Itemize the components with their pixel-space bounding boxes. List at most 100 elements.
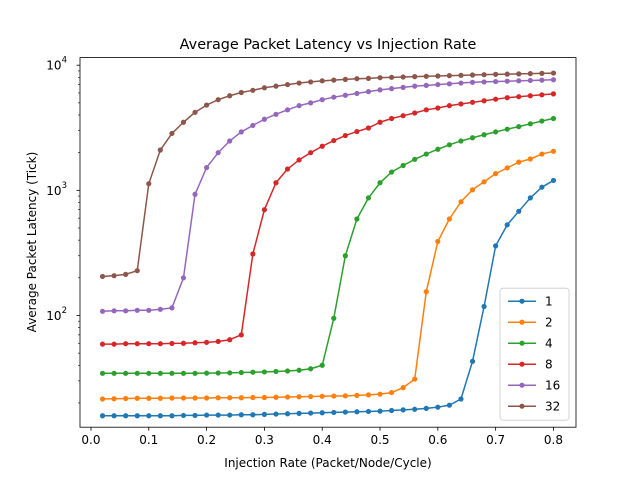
- data-point: [331, 393, 337, 399]
- data-point: [539, 92, 545, 98]
- data-point: [388, 389, 395, 396]
- data-point: [238, 89, 244, 96]
- data-point: [192, 340, 198, 346]
- data-point: [215, 150, 221, 156]
- data-point: [550, 148, 557, 154]
- data-point: [238, 412, 244, 418]
- data-point: [516, 124, 522, 130]
- data-point: [412, 156, 418, 162]
- data-point: [99, 273, 106, 280]
- data-point: [377, 180, 383, 186]
- data-point: [319, 410, 325, 416]
- data-point: [527, 77, 533, 84]
- data-point: [273, 368, 279, 375]
- data-point: [296, 367, 302, 373]
- data-point: [146, 181, 152, 187]
- data-point: [123, 370, 129, 376]
- data-point: [192, 395, 198, 401]
- data-point: [261, 116, 268, 122]
- data-point: [469, 135, 476, 141]
- data-point: [481, 132, 487, 138]
- data-point: [238, 395, 244, 401]
- data-point: [342, 92, 348, 98]
- data-point: [111, 273, 117, 279]
- data-point: [296, 80, 302, 86]
- data-point: [146, 395, 152, 401]
- series-line-8: [102, 93, 554, 345]
- data-point: [331, 137, 337, 144]
- series-line-1: [102, 179, 554, 417]
- y-tick-label: 104: [46, 56, 67, 73]
- data-point: [400, 385, 406, 391]
- data-point: [284, 411, 291, 417]
- data-point: [134, 341, 140, 347]
- data-point: [192, 109, 198, 115]
- data-point: [169, 305, 175, 311]
- data-point: [446, 142, 452, 148]
- data-point: [365, 408, 372, 415]
- data-point: [527, 156, 533, 162]
- data-point: [250, 412, 256, 418]
- data-point: [261, 369, 268, 375]
- data-point: [123, 395, 129, 402]
- data-point: [180, 412, 187, 419]
- data-point: [435, 238, 441, 245]
- data-point: [308, 410, 314, 416]
- data-point: [157, 413, 163, 419]
- data-point: [435, 146, 441, 152]
- x-tick-label: 0.1: [139, 433, 158, 447]
- data-point: [354, 76, 360, 82]
- data-point: [550, 177, 557, 184]
- data-point: [539, 70, 545, 76]
- data-point: [481, 79, 487, 85]
- data-point: [284, 107, 291, 113]
- data-point: [516, 208, 522, 214]
- data-point: [308, 100, 314, 106]
- data-point: [446, 402, 452, 408]
- data-point: [284, 368, 291, 374]
- data-point: [169, 130, 175, 137]
- data-point: [123, 308, 129, 314]
- data-point: [296, 157, 302, 163]
- data-point: [111, 341, 117, 347]
- legend-marker: [519, 340, 525, 346]
- data-point: [319, 362, 325, 368]
- data-point: [180, 370, 187, 376]
- data-point: [527, 93, 533, 99]
- plot-area: [79, 57, 577, 428]
- data-point: [296, 103, 302, 109]
- data-point: [204, 164, 210, 171]
- data-point: [446, 216, 452, 222]
- data-point: [319, 78, 325, 84]
- data-point: [215, 97, 221, 103]
- data-point: [388, 115, 395, 122]
- data-point: [388, 86, 395, 92]
- data-point: [446, 73, 452, 79]
- data-point: [504, 126, 510, 132]
- data-point: [238, 129, 244, 135]
- data-point: [157, 147, 163, 153]
- data-point: [204, 102, 210, 108]
- data-point: [180, 395, 187, 401]
- data-point: [493, 129, 499, 135]
- data-point: [238, 332, 244, 338]
- data-point: [134, 268, 140, 274]
- data-point: [435, 105, 441, 111]
- series-line-4: [102, 117, 554, 375]
- data-point: [388, 407, 395, 414]
- data-point: [284, 166, 291, 172]
- data-point: [192, 191, 198, 197]
- data-point: [146, 370, 152, 376]
- data-point: [134, 413, 140, 419]
- x-tick-label: 0.6: [428, 433, 447, 447]
- data-point: [169, 395, 175, 401]
- data-point: [99, 341, 106, 347]
- data-point: [261, 411, 268, 417]
- data-point: [354, 409, 360, 415]
- data-point: [469, 79, 476, 85]
- data-point: [446, 81, 452, 87]
- data-point: [308, 366, 314, 372]
- data-point: [504, 95, 510, 101]
- data-point: [365, 392, 372, 398]
- data-point: [458, 199, 464, 205]
